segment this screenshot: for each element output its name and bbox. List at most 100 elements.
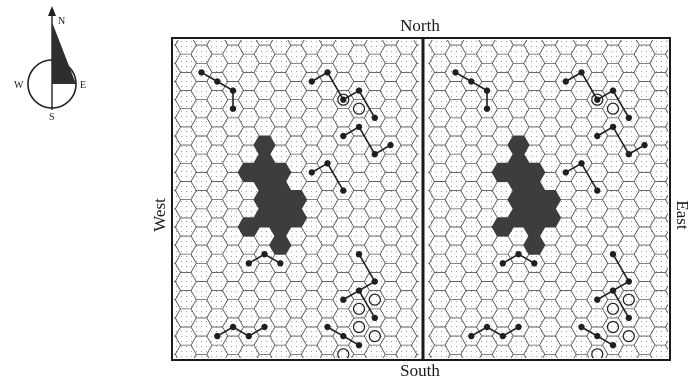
east-label: East (673, 200, 692, 230)
feature-ring (352, 320, 366, 334)
hex-cell (411, 299, 419, 319)
feature-ring (368, 330, 381, 343)
hex-cell (411, 262, 419, 282)
dark-region-cell (491, 217, 514, 237)
feature-node (214, 332, 221, 340)
feature-node (625, 314, 632, 322)
feature-node (340, 96, 347, 103)
hex-cell (207, 363, 228, 378)
feature-node (198, 69, 205, 76)
feature-ring (606, 102, 620, 115)
feature-node (641, 141, 648, 149)
hex-cell (238, 363, 259, 378)
west-label: West (150, 198, 169, 232)
dark-region-cell (507, 190, 530, 210)
feature-node (340, 132, 347, 140)
hex-cell (650, 363, 671, 378)
hex-cell (665, 340, 668, 351)
feature-node (214, 78, 221, 85)
feature-node (371, 151, 378, 158)
feature-node (468, 78, 475, 85)
feature-node (452, 69, 459, 76)
feature-node (324, 160, 331, 167)
hex-cell (411, 335, 419, 355)
feature-node (355, 251, 363, 258)
feature-node (609, 251, 617, 258)
hex-cell (411, 99, 419, 119)
hex-cell (524, 363, 545, 378)
feature-chain (342, 125, 391, 156)
feature-node (562, 78, 569, 85)
hex-cell (411, 44, 419, 64)
feature-node (499, 260, 506, 267)
hex-cell (665, 267, 668, 278)
feature-node (245, 332, 252, 340)
hex-cell (665, 303, 668, 314)
feature-node (483, 87, 491, 94)
hex-cell (333, 363, 354, 378)
feature-chain (216, 326, 265, 338)
hex-cell (270, 363, 291, 378)
hex-cell (665, 322, 668, 332)
dark-region-cell (284, 208, 308, 228)
hex-cell (411, 117, 419, 137)
hex-cell (665, 212, 668, 223)
feature-ring (337, 93, 350, 106)
compass-west-label: W (14, 80, 24, 91)
hex-cell (411, 281, 419, 301)
feature-ring (368, 293, 381, 306)
hex-cell (411, 190, 419, 210)
hex-cell (665, 176, 668, 187)
feature-node (609, 287, 617, 294)
hex-cell (665, 121, 668, 132)
map-panel-left (174, 40, 419, 378)
map-frame (171, 37, 687, 378)
hex-cell (555, 363, 576, 378)
compass-east-label: E (80, 80, 86, 91)
feature-node (483, 105, 491, 112)
hex-cell (175, 363, 196, 378)
hex-cell (618, 363, 639, 378)
feature-ring (352, 102, 366, 115)
hex-cell (666, 354, 687, 372)
feature-node (340, 187, 347, 194)
feature-chain (201, 71, 234, 109)
feature-node (229, 87, 237, 94)
feature-node (594, 332, 601, 340)
feature-node (371, 314, 378, 322)
feature-node (468, 332, 475, 340)
feature-node (499, 332, 506, 340)
hex-cell (301, 363, 322, 378)
hex-cell (667, 40, 668, 41)
hex-cell (411, 317, 419, 337)
hex-cell (665, 285, 668, 296)
hex-cell (665, 231, 668, 242)
feature-node (371, 278, 378, 285)
feature-node (625, 151, 632, 158)
hex-cell (665, 249, 668, 260)
hex-cell (411, 153, 419, 173)
dark-region-cell (253, 190, 276, 210)
features-right (452, 69, 648, 358)
feature-node (324, 323, 331, 331)
feature-ring (591, 348, 604, 358)
feature-node (594, 96, 601, 103)
hex-cell (364, 363, 385, 378)
compass-south-label: S (49, 112, 55, 123)
hex-cell (411, 62, 419, 82)
feature-node (340, 296, 347, 303)
feature-node (594, 132, 601, 140)
hex-cell (665, 158, 668, 169)
feature-node (578, 323, 585, 331)
feature-node (277, 260, 284, 267)
feature-ring (352, 302, 366, 315)
feature-ring (591, 93, 604, 106)
feature-node (355, 87, 363, 94)
feature-chain (455, 71, 488, 109)
feature-node (355, 123, 363, 131)
map-outer-border (171, 37, 671, 361)
feature-node (562, 169, 569, 176)
feature-node (261, 251, 268, 258)
feature-node (355, 287, 363, 294)
feature-chain (596, 125, 645, 156)
